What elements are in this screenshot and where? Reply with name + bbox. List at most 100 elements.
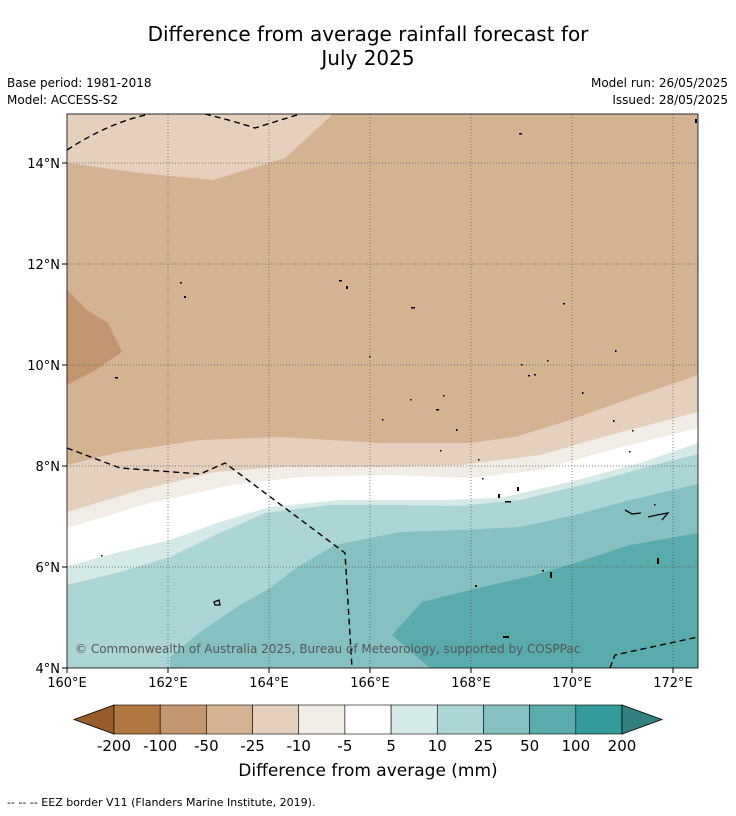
y-tick-label: 12°N bbox=[27, 258, 60, 273]
colorbar-arrow-high bbox=[621, 704, 664, 735]
colorbar-swatch bbox=[529, 704, 577, 735]
colorbar-swatch bbox=[159, 704, 207, 735]
island bbox=[632, 430, 634, 432]
x-tick-label: 164°E bbox=[249, 676, 289, 691]
title-line-2: July 2025 bbox=[321, 46, 415, 70]
island bbox=[498, 494, 500, 498]
island bbox=[505, 501, 511, 503]
colorbar-swatch bbox=[483, 704, 530, 735]
y-tick-label: 14°N bbox=[27, 157, 60, 172]
island bbox=[443, 395, 445, 397]
island bbox=[410, 399, 412, 401]
x-tick-label: 162°E bbox=[148, 676, 188, 691]
map-frame bbox=[66, 113, 699, 669]
colorbar-swatch bbox=[344, 704, 392, 735]
island bbox=[542, 570, 544, 572]
graticule bbox=[67, 114, 698, 668]
contour-band-neg10-north bbox=[67, 114, 333, 180]
colorbar-label: 10 bbox=[428, 737, 447, 755]
y-tick-label: 8°N bbox=[36, 460, 61, 475]
island bbox=[647, 512, 670, 521]
island-outlines bbox=[213, 509, 670, 606]
island bbox=[629, 451, 631, 453]
island bbox=[180, 282, 182, 284]
contour-band-neg50 bbox=[67, 290, 122, 385]
island bbox=[339, 280, 342, 282]
rainfall-contours bbox=[67, 114, 698, 668]
x-axis-labels: 160°E 162°E 164°E 166°E 168°E 170°E 172°… bbox=[47, 676, 693, 691]
island bbox=[440, 450, 442, 452]
x-tick-label: 172°E bbox=[653, 676, 693, 691]
model-run: Model run: 26/05/2025 bbox=[590, 76, 728, 90]
island bbox=[547, 360, 549, 362]
colorbar-label: -5 bbox=[337, 737, 352, 755]
copyright-notice: © Commonwealth of Australia 2025, Bureau… bbox=[75, 642, 580, 656]
y-axis-labels: 14°N 12°N 10°N 8°N 6°N 4°N bbox=[27, 157, 60, 677]
island bbox=[213, 599, 221, 606]
x-tick-label: 168°E bbox=[451, 676, 491, 691]
colorbar-label: 50 bbox=[520, 737, 539, 755]
meta-left: Base period: 1981-2018 Model: ACCESS-S2 bbox=[7, 75, 152, 109]
colorbar-label: -100 bbox=[143, 737, 177, 755]
colorbar-label: -10 bbox=[286, 737, 311, 755]
base-period: Base period: 1981-2018 bbox=[7, 76, 152, 90]
axis-ticks bbox=[62, 162, 674, 673]
island bbox=[346, 286, 348, 289]
island bbox=[521, 364, 523, 366]
island bbox=[456, 429, 458, 431]
eez-border-se bbox=[609, 636, 698, 668]
island bbox=[695, 119, 697, 123]
colorbar-label: -200 bbox=[97, 737, 131, 755]
colorbar-label: 25 bbox=[474, 737, 493, 755]
island bbox=[184, 296, 186, 298]
colorbar-swatch bbox=[252, 704, 300, 735]
meta-right: Model run: 26/05/2025 Issued: 28/05/2025 bbox=[591, 75, 728, 109]
island bbox=[534, 374, 536, 376]
island bbox=[411, 307, 415, 309]
title-line-1: Difference from average rainfall forecas… bbox=[147, 22, 589, 46]
issued-date: Issued: 28/05/2025 bbox=[612, 93, 728, 107]
eez-borders bbox=[67, 114, 698, 668]
island bbox=[503, 636, 509, 638]
colorbar: -200 -100 -50 -25 -10 -5 5 10 25 50 100 200 bbox=[72, 704, 664, 755]
colorbar-label: -25 bbox=[240, 737, 265, 755]
island bbox=[613, 420, 615, 422]
eez-border-n bbox=[204, 114, 301, 129]
map-title: Difference from average rainfall forecas… bbox=[0, 22, 736, 70]
model-name: Model: ACCESS-S2 bbox=[7, 93, 119, 107]
colorbar-label: -50 bbox=[194, 737, 219, 755]
island bbox=[563, 303, 565, 305]
colorbar-swatch bbox=[575, 704, 623, 735]
eez-footnote: -- -- -- EEZ border V11 (Flanders Marine… bbox=[7, 796, 316, 809]
island bbox=[615, 350, 617, 352]
island bbox=[528, 375, 530, 377]
island bbox=[582, 392, 584, 394]
colorbar-label: 5 bbox=[386, 737, 396, 755]
island bbox=[478, 459, 480, 461]
y-tick-label: 10°N bbox=[27, 359, 60, 374]
island bbox=[475, 585, 477, 587]
island bbox=[436, 409, 439, 411]
island bbox=[519, 133, 522, 135]
island bbox=[657, 558, 659, 564]
contour-band-100 bbox=[392, 533, 698, 668]
island bbox=[517, 487, 519, 491]
islands bbox=[101, 119, 697, 638]
colorbar-label: 200 bbox=[608, 737, 637, 755]
colorbar-label: 100 bbox=[561, 737, 590, 755]
island bbox=[624, 509, 642, 515]
colorbar-title: Difference from average (mm) bbox=[238, 761, 498, 781]
y-tick-label: 4°N bbox=[36, 662, 61, 677]
colorbar-swatch bbox=[206, 704, 253, 735]
island bbox=[369, 356, 371, 358]
island bbox=[482, 478, 484, 480]
y-tick-label: 6°N bbox=[36, 561, 61, 576]
eez-border-nw bbox=[67, 114, 151, 151]
colorbar-swatch bbox=[390, 704, 438, 735]
island bbox=[382, 419, 384, 421]
colorbar-arrow-low bbox=[72, 704, 115, 735]
island bbox=[654, 504, 656, 506]
island bbox=[115, 377, 118, 379]
colorbar-swatch bbox=[298, 704, 346, 735]
